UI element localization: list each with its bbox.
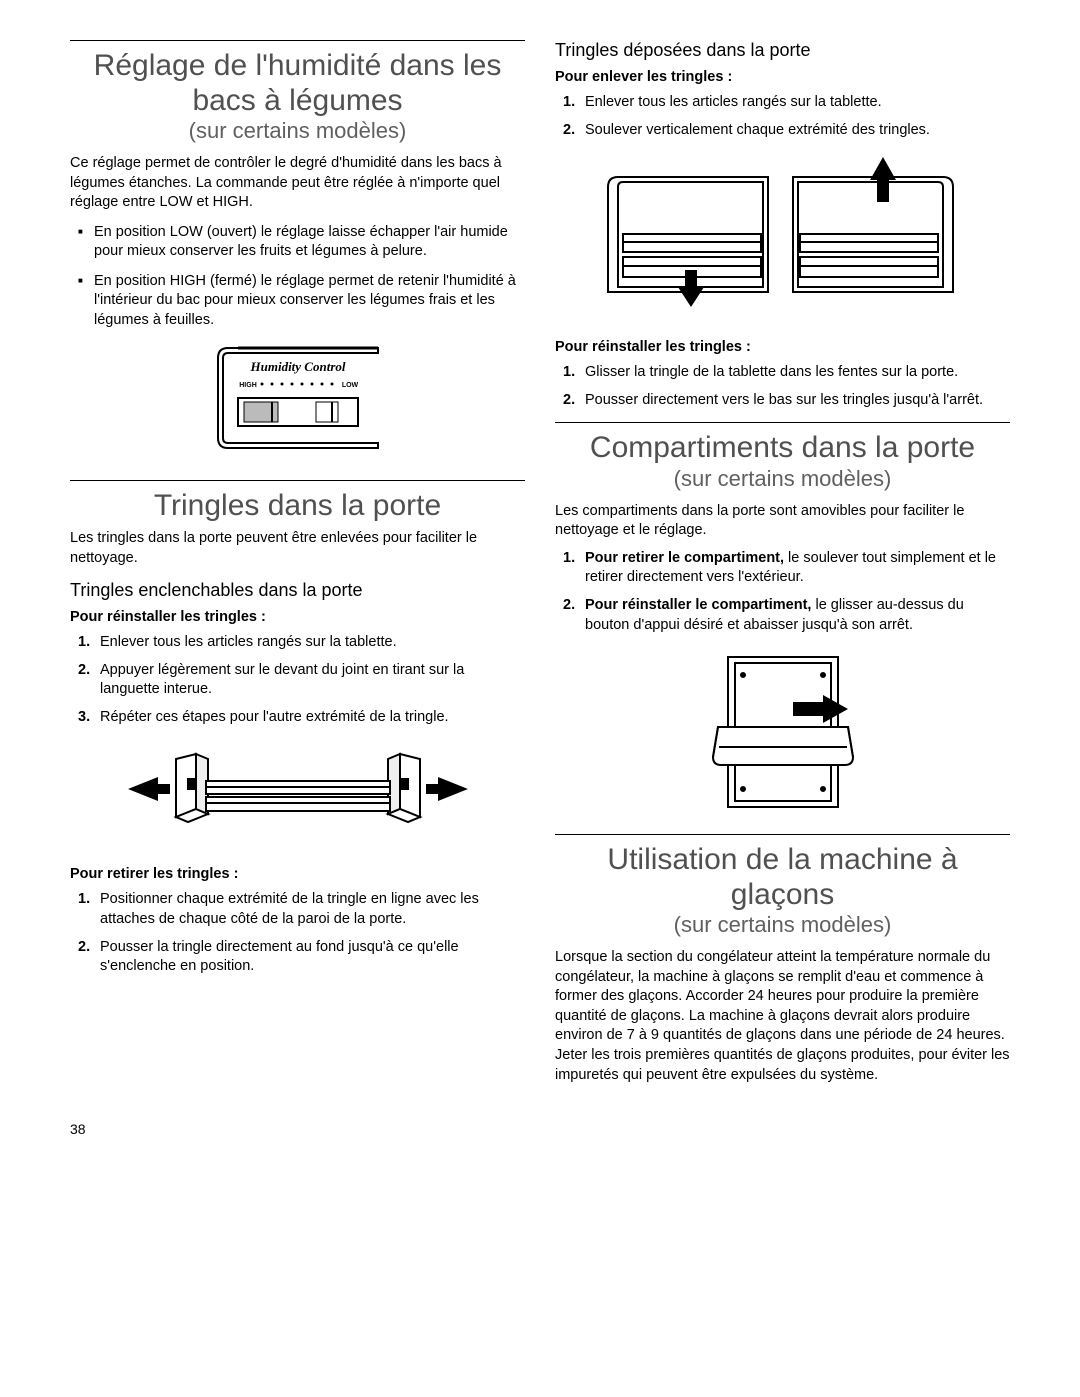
door-rail-snap-figure bbox=[70, 739, 525, 854]
title-line: Utilisation de la machine à bbox=[607, 843, 957, 876]
rule bbox=[70, 40, 525, 41]
step-lead: Pour réinstaller le compartiment, bbox=[585, 597, 811, 613]
step-list: Enlever tous les articles rangés sur la … bbox=[555, 93, 1010, 140]
section-subtitle: (sur certains modèles) bbox=[555, 466, 1010, 492]
step-item: Enlever tous les articles rangés sur la … bbox=[78, 633, 525, 653]
high-label: HIGH bbox=[239, 382, 257, 389]
left-column: Réglage de l'humidité dans les bacs à lé… bbox=[70, 40, 525, 1091]
step-list: Pour retirer le compartiment, le souleve… bbox=[555, 549, 1010, 635]
step-item: Pousser la tringle directement au fond j… bbox=[78, 938, 525, 977]
step-list: Enlever tous les articles rangés sur la … bbox=[70, 633, 525, 727]
door-bin-figure bbox=[555, 647, 1010, 822]
step-item: Pour retirer le compartiment, le souleve… bbox=[563, 549, 1010, 588]
door-rail-lift-figure bbox=[555, 152, 1010, 327]
title-line: glaçons bbox=[731, 878, 834, 911]
rule bbox=[70, 480, 525, 481]
subsection-heading: Tringles enclenchables dans la porte bbox=[70, 580, 525, 601]
page-number: 38 bbox=[70, 1121, 1010, 1137]
intro-text: Les compartiments dans la porte sont amo… bbox=[555, 502, 1010, 541]
section-subtitle: (sur certains modèles) bbox=[555, 912, 1010, 938]
section-title: Réglage de l'humidité dans les bacs à lé… bbox=[70, 49, 525, 118]
title-line: Réglage de l'humidité dans les bbox=[94, 49, 502, 82]
humidity-label: Humidity Control bbox=[249, 359, 345, 374]
rule bbox=[555, 834, 1010, 835]
intro-text: Ce réglage permet de contrôler le degré … bbox=[70, 154, 525, 213]
step-list: Glisser la tringle de la tablette dans l… bbox=[555, 363, 1010, 410]
rule bbox=[555, 422, 1010, 423]
bullet-item: En position HIGH (fermé) le réglage perm… bbox=[78, 272, 525, 331]
bullet-item: En position LOW (ouvert) le réglage lais… bbox=[78, 223, 525, 262]
step-item: Appuyer légèrement sur le devant du join… bbox=[78, 661, 525, 700]
step-item: Soulever verticalement chaque extrémité … bbox=[563, 121, 1010, 141]
low-label: LOW bbox=[341, 382, 358, 389]
step-item: Pour réinstaller le compartiment, le gli… bbox=[563, 596, 1010, 635]
step-heading: Pour réinstaller les tringles : bbox=[70, 609, 525, 625]
step-item: Glisser la tringle de la tablette dans l… bbox=[563, 363, 1010, 383]
section-title: Tringles dans la porte bbox=[70, 489, 525, 524]
step-heading: Pour retirer les tringles : bbox=[70, 866, 525, 882]
bullet-list: En position LOW (ouvert) le réglage lais… bbox=[70, 223, 525, 331]
humidity-control-figure: Humidity Control HIGH LOW bbox=[70, 343, 525, 468]
intro-text: Les tringles dans la porte peuvent être … bbox=[70, 529, 525, 568]
subsection-heading: Tringles déposées dans la porte bbox=[555, 40, 1010, 61]
step-heading: Pour réinstaller les tringles : bbox=[555, 339, 1010, 355]
section-title: Utilisation de la machine à glaçons bbox=[555, 843, 1010, 912]
title-line: bacs à légumes bbox=[192, 84, 402, 117]
section-title: Compartiments dans la porte bbox=[555, 431, 1010, 466]
step-list: Positionner chaque extrémité de la tring… bbox=[70, 890, 525, 976]
step-lead: Pour retirer le compartiment, bbox=[585, 550, 784, 566]
step-item: Positionner chaque extrémité de la tring… bbox=[78, 890, 525, 929]
step-item: Enlever tous les articles rangés sur la … bbox=[563, 93, 1010, 113]
step-item: Répéter ces étapes pour l'autre extrémit… bbox=[78, 708, 525, 728]
section-subtitle: (sur certains modèles) bbox=[70, 118, 525, 144]
step-item: Pousser directement vers le bas sur les … bbox=[563, 391, 1010, 411]
right-column: Tringles déposées dans la porte Pour enl… bbox=[555, 40, 1010, 1091]
body-text: Lorsque la section du congélateur attein… bbox=[555, 948, 1010, 1085]
step-heading: Pour enlever les tringles : bbox=[555, 69, 1010, 85]
